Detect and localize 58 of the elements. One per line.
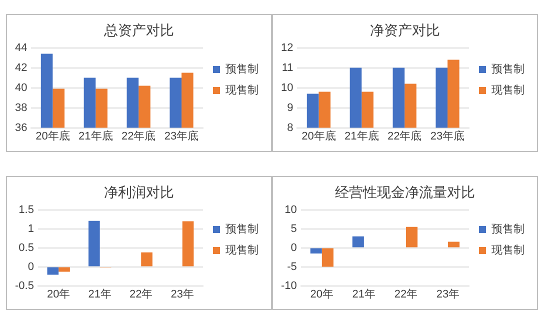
y-tick-label: 0.5 — [18, 242, 34, 254]
legend-label: 预售制 — [226, 222, 258, 236]
y-tick-label: 1 — [28, 222, 34, 235]
legend-label: 现售制 — [492, 84, 524, 97]
y-tick-label: 42 — [14, 62, 28, 74]
x-tick-label: 22年 — [129, 288, 153, 300]
bar — [406, 226, 418, 248]
x-tick-label: 23年底 — [164, 129, 199, 142]
legend-label: 预售制 — [492, 62, 524, 76]
y-tick-label: 12 — [280, 42, 294, 54]
chart-title: 净资产对比 — [370, 23, 440, 40]
bar — [141, 252, 152, 266]
y-tick-label: 0 — [290, 242, 297, 254]
x-tick-label: 23年 — [170, 288, 194, 300]
x-tick-label: 22年底 — [387, 129, 422, 142]
legend-label: 预售制 — [492, 222, 524, 236]
y-tick-label: 38 — [14, 102, 28, 114]
x-tick-label: 20年底 — [36, 129, 70, 142]
x-tick-label: 21年 — [88, 288, 112, 300]
x-tick-label: 20年 — [46, 288, 70, 300]
y-tick-label: 44 — [14, 42, 28, 54]
bar — [448, 242, 460, 248]
x-tick-label: 23年底 — [430, 129, 465, 142]
y-tick-label: 8 — [287, 122, 294, 134]
x-tick-label: 22年 — [394, 288, 418, 300]
x-tick-label: 21年 — [352, 288, 376, 300]
bar — [88, 220, 100, 266]
x-tick-label: 20年底 — [302, 129, 336, 142]
y-tick-label: 9 — [287, 102, 294, 114]
y-tick-label: 10 — [280, 82, 294, 94]
bar — [47, 267, 59, 275]
x-tick-label: 21年底 — [78, 129, 113, 142]
bar — [352, 236, 364, 248]
legend-label: 预售制 — [226, 62, 258, 76]
bar — [58, 267, 70, 272]
x-tick-label: 20年 — [310, 288, 334, 300]
x-tick-label: 23年 — [436, 288, 460, 300]
y-tick-label: -0.5 — [14, 280, 34, 292]
bar — [310, 248, 322, 254]
y-tick-label: 36 — [14, 122, 28, 134]
chart-title: 净利润对比 — [104, 185, 174, 202]
chart-title: 经营性现金净流量对比 — [335, 185, 475, 202]
y-tick-label: 1.5 — [18, 204, 34, 216]
y-tick-label: -5 — [287, 260, 297, 273]
bar — [322, 248, 334, 267]
y-tick-label: 10 — [284, 204, 297, 216]
x-tick-label: 22年底 — [121, 129, 156, 142]
chart-title: 总资产对比 — [103, 23, 174, 40]
y-tick-label: 11 — [282, 62, 294, 74]
y-tick-label: 0 — [28, 260, 34, 273]
y-tick-label: 5 — [290, 222, 297, 235]
y-tick-label: -10 — [280, 280, 297, 292]
x-tick-label: 21年底 — [344, 129, 379, 142]
y-tick-label: 40 — [14, 82, 28, 94]
legend-label: 现售制 — [226, 84, 258, 97]
bar — [182, 221, 194, 266]
legend-label: 现售制 — [226, 244, 258, 257]
legend-label: 现售制 — [492, 244, 524, 257]
